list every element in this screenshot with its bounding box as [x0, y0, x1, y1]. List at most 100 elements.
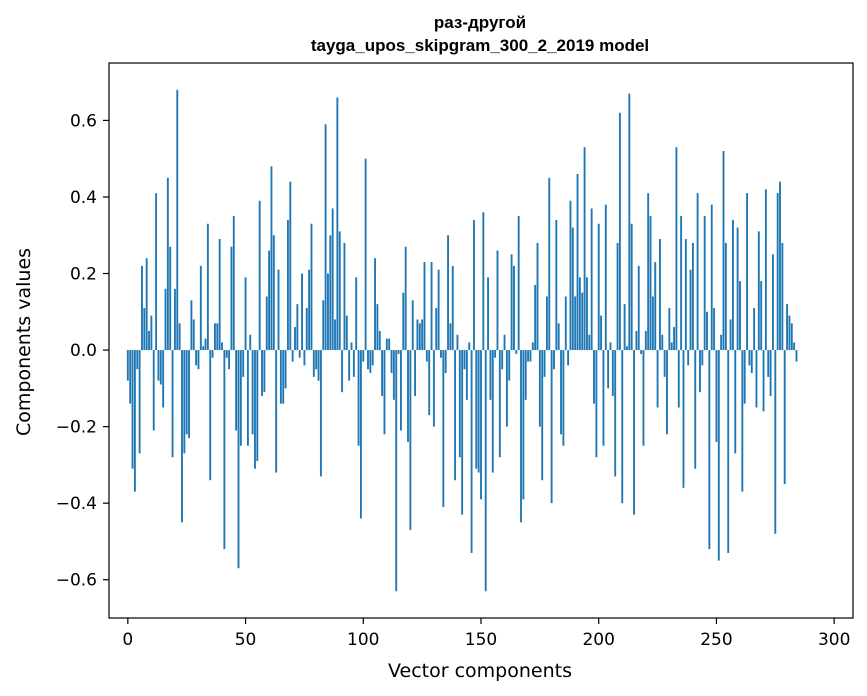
- bar-185: [562, 350, 565, 446]
- bar-130: [432, 350, 435, 427]
- bar-283: [793, 342, 796, 351]
- bar-101: [364, 158, 367, 351]
- bar-214: [630, 223, 633, 351]
- bar-2: [131, 350, 134, 469]
- chart-title: раз-другой: [434, 13, 526, 32]
- bar-18: [169, 246, 172, 351]
- bar-203: [604, 204, 607, 351]
- bar-195: [586, 277, 588, 351]
- bar-242: [696, 193, 699, 351]
- bar-89: [336, 97, 339, 351]
- bar-187: [567, 350, 570, 366]
- bar-147: [472, 219, 475, 351]
- bar-62: [272, 235, 275, 351]
- bar-239: [689, 269, 692, 351]
- bar-17: [166, 177, 169, 351]
- bar-53: [251, 350, 254, 435]
- bar-172: [531, 342, 534, 351]
- bar-249: [713, 307, 716, 351]
- bar-224: [654, 262, 657, 351]
- bar-5: [138, 350, 141, 454]
- bar-97: [355, 277, 358, 351]
- bar-105: [374, 258, 376, 351]
- bar-155: [491, 350, 494, 473]
- bar-261: [741, 350, 744, 492]
- bar-238: [687, 350, 690, 366]
- bar-267: [755, 350, 758, 408]
- bar-98: [357, 350, 360, 446]
- bar-168: [522, 350, 525, 500]
- bar-0: [126, 350, 129, 381]
- bar-143: [463, 350, 466, 370]
- bar-194: [583, 147, 586, 351]
- bar-82: [319, 350, 322, 477]
- bar-61: [270, 166, 273, 351]
- bar-161: [505, 350, 508, 427]
- bar-276: [776, 193, 779, 351]
- bar-8: [145, 258, 148, 351]
- bar-30: [197, 350, 200, 370]
- bar-92: [343, 242, 346, 351]
- bar-176: [541, 350, 544, 481]
- x-axis-label: Vector components: [388, 660, 572, 682]
- bar-75: [303, 350, 306, 366]
- bar-275: [774, 350, 777, 534]
- bar-125: [421, 319, 424, 351]
- bar-3: [133, 350, 136, 492]
- bar-277: [779, 181, 781, 351]
- y-tick-label: 0.4: [70, 188, 97, 208]
- bar-104: [371, 350, 374, 366]
- bar-137: [449, 323, 452, 351]
- bar-31: [199, 265, 202, 351]
- bar-63: [275, 350, 278, 473]
- bar-78: [310, 223, 313, 351]
- bar-231: [670, 342, 673, 351]
- bar-232: [673, 327, 675, 351]
- bar-95: [350, 342, 353, 351]
- bar-107: [378, 330, 381, 351]
- bar-211: [623, 304, 626, 351]
- bar-79: [312, 350, 315, 377]
- bar-190: [574, 296, 577, 351]
- bar-106: [376, 304, 379, 351]
- y-tick-label: −0.6: [56, 571, 97, 591]
- bar-146: [470, 350, 473, 553]
- bar-226: [658, 239, 661, 351]
- bar-34: [206, 223, 209, 351]
- bar-252: [720, 334, 723, 351]
- bar-19: [171, 350, 174, 458]
- bar-216: [635, 330, 638, 351]
- bar-152: [484, 350, 487, 592]
- bar-260: [739, 281, 741, 351]
- bar-11: [152, 350, 155, 431]
- bar-136: [447, 235, 449, 351]
- bar-121: [411, 300, 414, 351]
- bar-103: [369, 350, 372, 374]
- bar-145: [468, 342, 471, 351]
- bar-52: [249, 334, 252, 351]
- bar-204: [607, 350, 610, 389]
- bar-80: [315, 350, 318, 370]
- bar-212: [626, 346, 628, 351]
- bar-237: [684, 239, 687, 351]
- bar-115: [397, 350, 400, 354]
- bar-76: [305, 307, 308, 351]
- bar-4: [136, 350, 139, 370]
- bar-58: [263, 350, 266, 393]
- bar-272: [767, 350, 770, 377]
- bar-48: [239, 350, 242, 446]
- bar-264: [748, 350, 751, 366]
- bar-162: [508, 350, 511, 381]
- bar-248: [710, 204, 713, 351]
- bar-164: [513, 265, 515, 351]
- bar-196: [588, 334, 591, 351]
- bar-281: [788, 315, 791, 351]
- bar-25: [185, 350, 188, 435]
- bar-138: [451, 265, 454, 351]
- bar-191: [576, 174, 579, 351]
- bar-60: [268, 250, 271, 351]
- bar-202: [602, 350, 605, 446]
- bar-199: [595, 350, 598, 458]
- bar-39: [218, 239, 221, 351]
